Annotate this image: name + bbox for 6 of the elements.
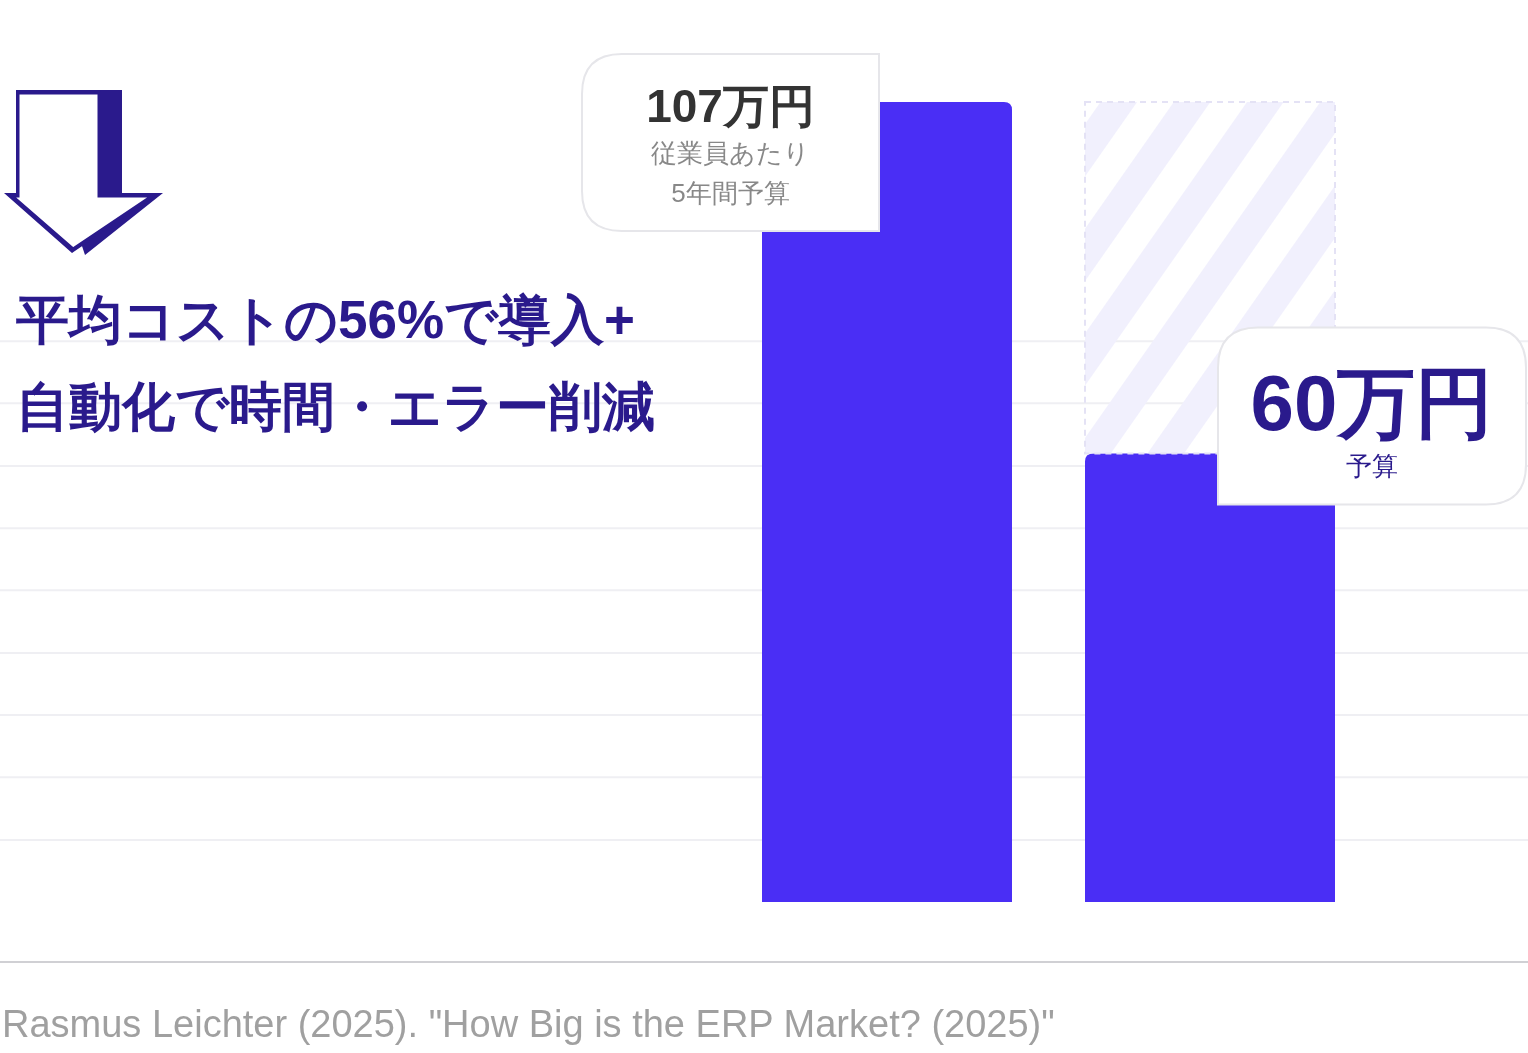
data-label: 60万円	[1250, 359, 1494, 448]
annotation: 従業員あたり 5年間予算	[651, 138, 810, 208]
data-label: 107万円	[646, 80, 815, 132]
annotation: 予算	[1346, 451, 1398, 482]
text: 平均コストの56%で導入+ 自動化で時間・エラー削減	[15, 290, 655, 436]
text: Rasmus Leichter (2025). "How Big is the ERP Market? (2025)"	[2, 1003, 1055, 1045]
